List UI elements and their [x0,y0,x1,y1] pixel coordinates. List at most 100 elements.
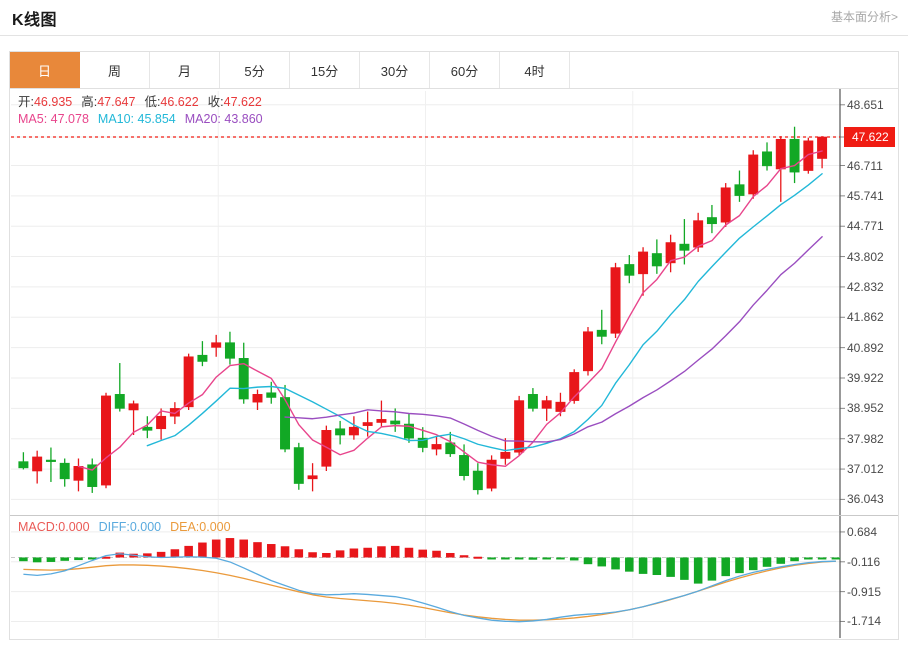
candle [59,462,70,480]
candle [596,329,607,337]
price-axis-tick: 41.862 [847,310,884,325]
ma-line-5 [77,150,823,471]
candle [583,331,593,372]
candle [569,372,580,401]
price-axis-tick: 44.771 [847,219,884,234]
candle [280,397,291,450]
macd-bar [335,550,345,558]
candle [252,394,263,403]
price-axis-tick: 40.892 [847,340,884,355]
ma-line-20 [284,236,823,443]
macd-axis-tick: 0.684 [847,524,878,539]
candle [362,422,373,426]
candle [45,459,56,462]
macd-bar [280,546,290,558]
candle [775,138,786,170]
macd-bar [542,557,551,560]
macd-bar [170,549,180,558]
price-axis-tick: 39.922 [847,370,884,385]
candle [693,220,704,248]
candle [803,140,814,171]
candle [224,342,235,359]
candle [156,415,167,430]
candle [293,447,304,484]
macd-axis-tick: -0.915 [847,584,882,599]
macd-bar [583,557,593,565]
candle [73,466,84,481]
candle [390,420,401,425]
macd-bar [611,557,620,570]
candle [762,151,772,167]
macd-bar [831,557,841,560]
price-axis-tick: 46.711 [847,158,883,173]
tabbar-filler [570,52,898,88]
candle [197,354,208,362]
macd-bar [721,557,730,577]
price-axis-tick: 38.952 [847,401,884,416]
macd-bar [115,552,125,558]
macd-bar [432,550,441,558]
macd-bar [625,557,634,572]
candle [18,461,29,469]
tab-4[interactable]: 15分 [290,52,360,88]
candle [417,437,428,448]
macd-bar [225,538,235,558]
candle [211,342,222,348]
tab-5[interactable]: 30分 [360,52,430,88]
price-pane[interactable]: 开:46.935 高:47.647 低:46.622 收:47.622 MA5: 47… [10,89,898,515]
macd-bar [776,557,786,564]
tab-1[interactable]: 周 [80,52,150,88]
macd-axis-tick: -0.116 [847,554,881,569]
tab-0[interactable]: 日 [10,52,80,88]
chart-frame: 开:46.935 高:47.647 低:46.622 收:47.622 MA5: 47… [9,89,899,640]
macd-bar [790,557,799,562]
fundamental-analysis-link[interactable]: 基本面分析> [830,10,898,24]
price-axis-tick: 43.802 [847,249,884,264]
candle [128,403,139,411]
tab-6[interactable]: 60分 [430,52,500,88]
macd-bar [74,557,83,561]
candle [679,243,690,251]
candle [500,451,511,459]
widget-header: K线图 基本面分析> [0,0,908,36]
macd-bar [487,557,496,560]
macd-bar [363,547,372,558]
tab-2[interactable]: 月 [150,52,220,88]
candle [114,394,125,409]
candle [32,456,43,472]
macd-bar [748,557,758,571]
candle [706,217,717,225]
macd-bar [46,557,56,562]
macd-bar [266,544,276,558]
candle [748,154,759,195]
macd-bar [32,557,42,563]
macd-bar [322,552,331,558]
candle [720,187,731,223]
macd-bar [156,551,166,558]
candle [376,419,387,423]
price-axis-tick: 37.982 [847,431,884,446]
macd-bar [514,557,524,560]
candle [183,356,194,408]
candle [142,426,153,431]
candle [459,455,470,477]
price-axis-tick: 48.651 [847,97,884,112]
candle [527,394,538,409]
price-axis-tick: 42.832 [847,279,884,294]
macd-bar [198,542,207,558]
macd-bar [680,557,689,580]
macd-bar [390,545,400,558]
macd-bar [652,557,662,576]
macd-bar [211,539,221,558]
macd-bar [404,547,414,558]
macd-pane[interactable]: MACD:0.000 DIFF:0.000 DEA:0.000 0.684 -0.11… [10,515,898,638]
tab-7[interactable]: 4时 [500,52,570,88]
candle [403,423,414,439]
ma-line-10 [146,173,823,452]
candle [335,428,346,436]
macd-bar [19,557,28,562]
tab-3[interactable]: 5分 [220,52,290,88]
macd-bar [143,553,152,558]
diff-line [23,553,836,623]
